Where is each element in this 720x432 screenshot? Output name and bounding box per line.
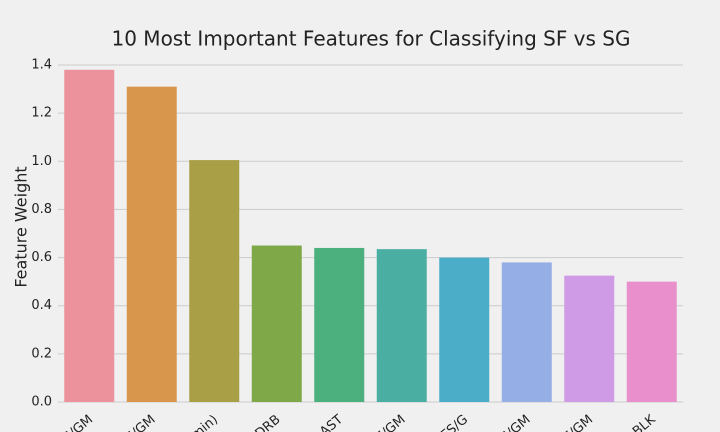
x-tick-label: F/GM — [374, 412, 409, 432]
x-tick-label: AST — [317, 412, 346, 432]
y-tick-label: 0.2 — [31, 346, 52, 361]
x-tick-label: I/GM — [126, 412, 158, 432]
y-tick-label: 0.8 — [31, 202, 52, 217]
chart-title: 10 Most Important Features for Classifyi… — [112, 27, 631, 51]
bar — [314, 247, 365, 402]
bar — [64, 69, 115, 403]
y-tick-label: 1.0 — [31, 154, 52, 169]
x-tick-label: (min) — [185, 412, 221, 432]
bar — [626, 281, 677, 402]
bar — [376, 249, 427, 402]
bar — [189, 160, 240, 402]
bar — [501, 262, 552, 402]
x-tick-label: S/GM — [60, 412, 96, 432]
y-tick-label: 1.2 — [31, 106, 52, 121]
y-tick-label: 0.4 — [31, 298, 52, 313]
x-tick-label: DRB — [253, 412, 284, 432]
y-axis-label: Feature Weight — [12, 166, 31, 287]
x-tick-label: BLK — [630, 412, 659, 432]
bar — [126, 86, 177, 403]
x-tick-label: FS/G — [438, 412, 471, 432]
y-tick-label: 0.6 — [31, 250, 52, 265]
bar — [564, 275, 615, 402]
y-tick-label: 1.4 — [31, 58, 52, 73]
x-tick-label: S/GM — [498, 412, 534, 432]
y-tick-label: 0.0 — [31, 395, 52, 410]
x-tick-label: F/GM — [561, 412, 596, 432]
bar — [251, 245, 302, 402]
bar — [439, 257, 490, 402]
